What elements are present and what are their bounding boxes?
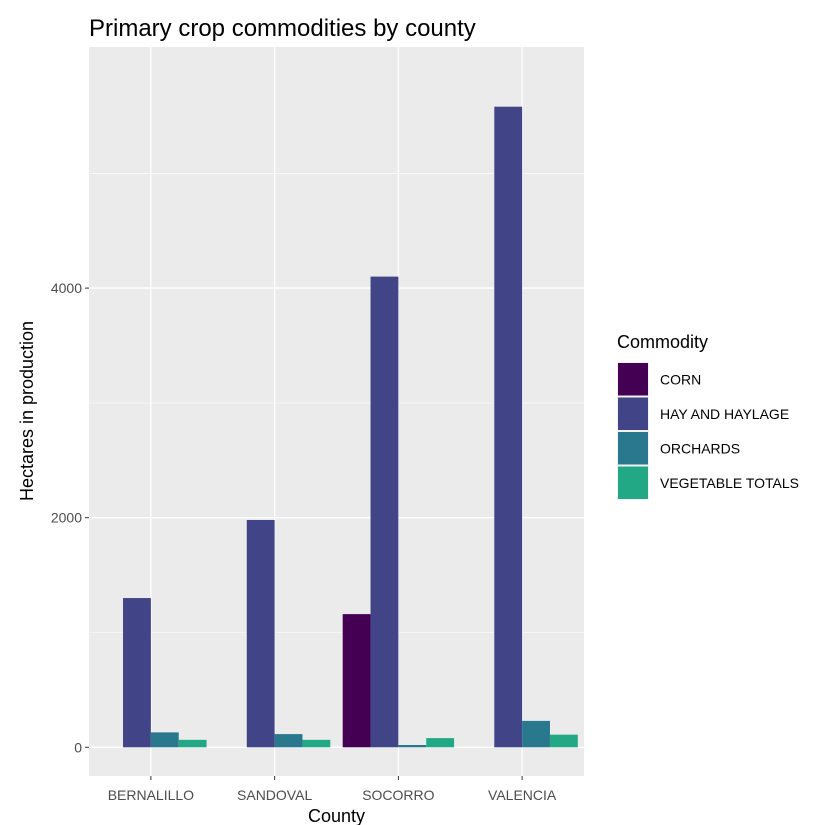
bar (246, 519, 275, 748)
bar (426, 738, 455, 748)
x-axis-title: County (308, 806, 365, 825)
legend: Commodity CORN HAY AND HAYLAGE ORCHARDS VEG… (617, 332, 799, 500)
legend-swatch (618, 397, 648, 430)
x-tick-label: SANDOVAL (237, 787, 312, 803)
y-tick-label: 2000 (51, 510, 82, 526)
bar (178, 739, 207, 748)
legend-title: Commodity (617, 332, 708, 352)
x-tick-label: SOCORRO (362, 787, 434, 803)
bars (123, 106, 578, 748)
x-tick-label: VALENCIA (488, 787, 557, 803)
y-axis-title: Hectares in production (17, 321, 37, 501)
y-tick-label: 0 (74, 739, 82, 755)
bar (302, 739, 331, 748)
legend-label: ORCHARDS (660, 440, 740, 456)
legend-label: VEGETABLE TOTALS (660, 475, 799, 491)
legend-label: CORN (660, 371, 701, 387)
legend-swatch (618, 363, 648, 396)
y-axis: 0 2000 4000 (51, 280, 89, 755)
bar (274, 734, 303, 748)
bar (494, 106, 523, 748)
bar (123, 598, 151, 748)
bar (150, 732, 179, 748)
bar (398, 745, 427, 748)
bar (549, 734, 578, 748)
legend-label: HAY AND HAYLAGE (660, 406, 789, 422)
bar (342, 614, 371, 748)
y-tick-label: 4000 (51, 280, 82, 296)
legend-swatch (618, 432, 648, 465)
bar (370, 276, 399, 748)
chart-title: Primary crop commodities by county (89, 15, 476, 42)
bar (522, 720, 550, 748)
x-tick-label: BERNALILLO (108, 787, 194, 803)
x-axis: BERNALILLO SANDOVAL SOCORRO VALENCIA (108, 776, 557, 803)
legend-swatch (618, 466, 648, 499)
